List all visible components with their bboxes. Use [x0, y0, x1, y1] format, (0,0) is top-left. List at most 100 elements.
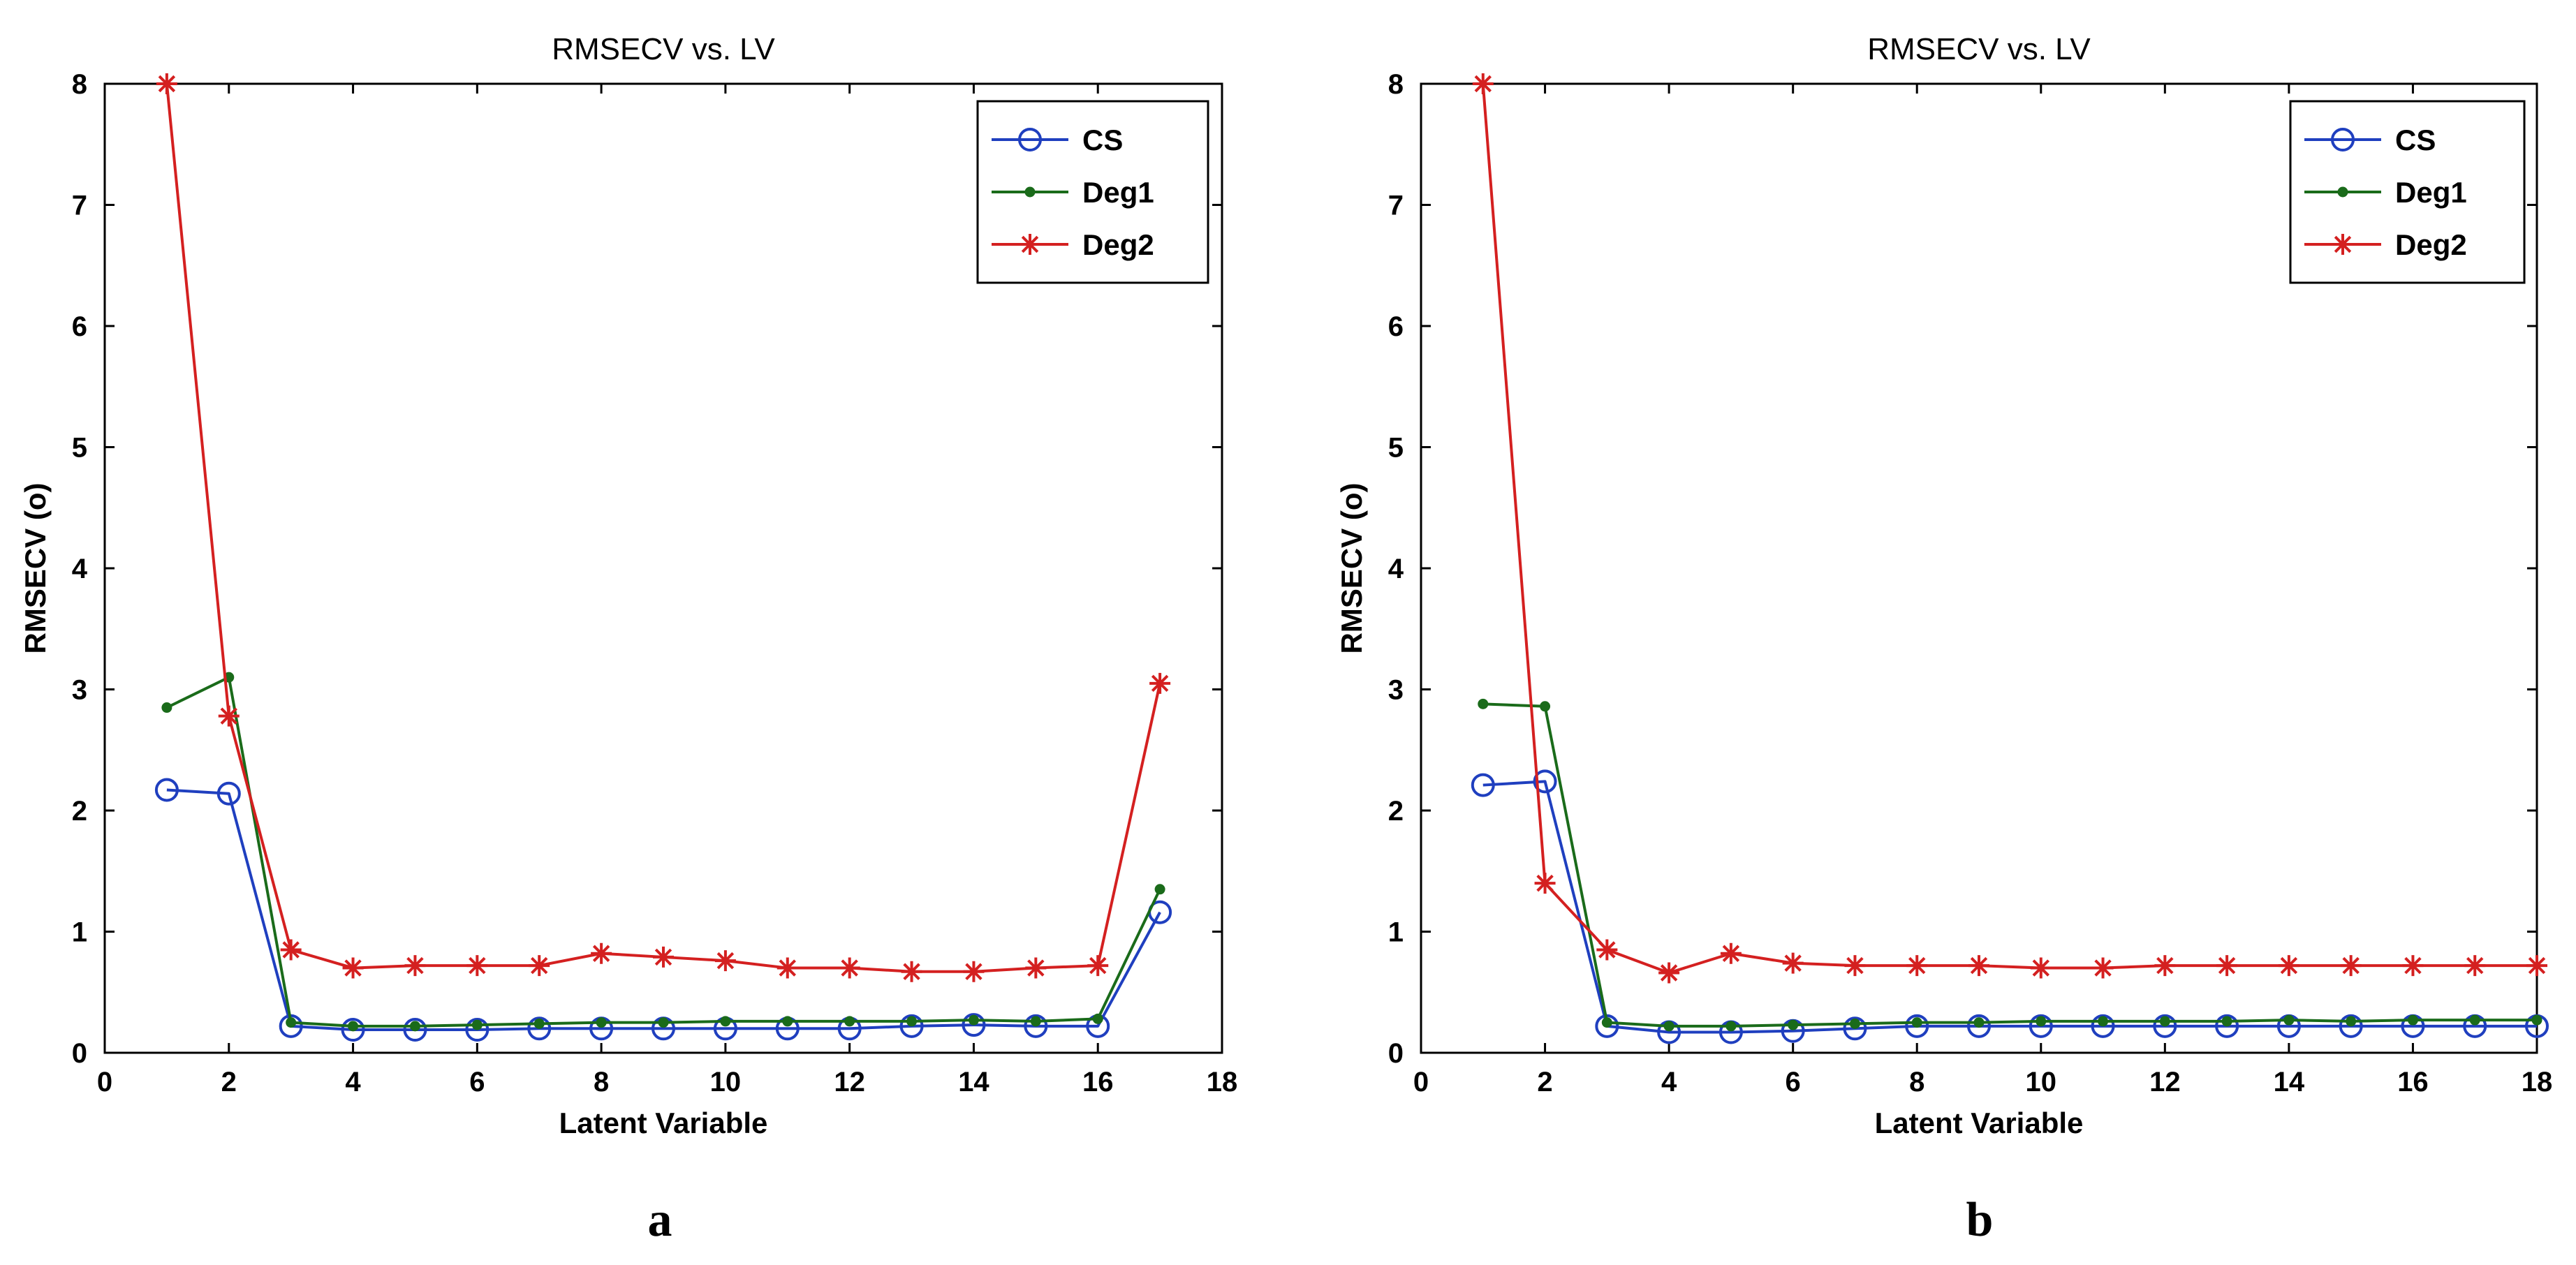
chart-title: RMSECV vs. LV — [1867, 32, 2091, 66]
x-axis-label: Latent Variable — [559, 1107, 768, 1139]
data-point-deg1 — [533, 1018, 545, 1029]
data-point-cs — [403, 1018, 427, 1042]
series-line-cs — [166, 788, 1161, 1032]
data-point-deg1 — [1911, 1017, 1922, 1028]
chart-panel-a: RMSECV vs. LV0 2 4 6 8 10 12 14 16 18012345678Lat… — [19, 32, 1237, 1247]
data-point-deg1 — [1788, 1019, 1799, 1030]
data-point-deg2 — [1658, 962, 1680, 984]
data-point-deg2 — [2216, 955, 2238, 977]
data-point-deg2 — [1720, 942, 1742, 964]
data-point-deg2 — [1087, 955, 1109, 977]
chart-panel-b: RMSECV vs. LV0 2 4 6 8 10 12 14 16 18012345678Lat… — [1335, 32, 2552, 1247]
x-tick-label: 14 — [2274, 1067, 2305, 1097]
y-tick-label: 2 — [72, 796, 87, 827]
data-point-deg1 — [720, 1016, 731, 1027]
data-point-deg2 — [2340, 955, 2362, 977]
data-point-deg1 — [286, 1017, 297, 1028]
y-tick-label: 7 — [1388, 191, 1404, 221]
y-axis-label: RMSECV (o) — [19, 483, 52, 654]
data-point-cs — [1967, 1014, 1991, 1038]
data-point-deg2 — [529, 955, 550, 977]
data-point-deg2 — [1472, 73, 1494, 94]
data-point-deg2 — [1596, 939, 1618, 961]
legend-marker — [1024, 186, 1036, 198]
legend: CS Deg1 Deg2 — [2289, 100, 2526, 284]
data-point-deg1 — [1725, 1021, 1737, 1032]
data-point-deg1 — [471, 1019, 483, 1030]
data-point-cs — [465, 1018, 490, 1042]
legend-marker — [2332, 234, 2353, 255]
data-point-deg1 — [2469, 1014, 2480, 1026]
x-tick-label: 16 — [2397, 1067, 2429, 1097]
data-point-deg2 — [653, 946, 674, 968]
panel-label: a — [648, 1193, 672, 1247]
data-point-cs — [527, 1016, 552, 1041]
legend-label: Deg2 — [2395, 228, 2467, 261]
y-tick-label: 3 — [1388, 675, 1404, 706]
y-tick-label: 3 — [72, 675, 87, 706]
data-point-deg1 — [2221, 1016, 2232, 1027]
data-point-deg1 — [906, 1016, 918, 1027]
data-point-cs — [1843, 1016, 1867, 1041]
data-point-cs — [2091, 1014, 2115, 1038]
series-deg2 — [1472, 73, 2547, 984]
data-point-deg2 — [1844, 955, 1866, 977]
data-point-deg2 — [280, 939, 302, 961]
x-tick-label: 14 — [958, 1067, 989, 1097]
legend-marker — [2331, 128, 2355, 151]
data-point-deg1 — [1154, 884, 1165, 895]
legend-marker — [1020, 234, 1040, 255]
y-tick-label: 5 — [1388, 433, 1404, 464]
data-point-deg1 — [596, 1017, 607, 1028]
data-point-deg2 — [777, 957, 798, 979]
x-tick-label: 12 — [834, 1067, 865, 1097]
data-point-deg1 — [161, 702, 172, 713]
legend-label: Deg1 — [1082, 176, 1154, 209]
x-tick-label: 2 — [221, 1067, 237, 1097]
legend: CS Deg1 Deg2 — [976, 100, 1209, 284]
data-point-deg2 — [839, 957, 860, 979]
data-point-deg2 — [1534, 873, 1556, 894]
data-point-cs — [1533, 769, 1557, 794]
x-tick-label: 4 — [345, 1067, 361, 1097]
data-point-cs — [1024, 1014, 1048, 1038]
x-tick-label: 10 — [710, 1067, 742, 1097]
data-point-deg1 — [2346, 1016, 2357, 1027]
data-point-deg2 — [466, 955, 488, 977]
data-point-cs — [1471, 773, 1495, 797]
x-axis-label: Latent Variable — [1875, 1107, 2084, 1139]
legend-label: Deg1 — [2395, 176, 2467, 209]
y-tick-label: 4 — [72, 554, 88, 584]
y-axis-label: RMSECV (o) — [1335, 483, 1368, 654]
data-point-deg1 — [1030, 1016, 1041, 1027]
data-point-deg2 — [2464, 955, 2486, 977]
legend-label: Deg2 — [1082, 228, 1154, 261]
x-tick-label: 16 — [1082, 1067, 1114, 1097]
x-tick-label: 10 — [2026, 1067, 2057, 1097]
data-point-deg1 — [2283, 1014, 2295, 1026]
legend-label: CS — [1082, 124, 1123, 156]
data-point-deg1 — [1478, 698, 1489, 709]
x-tick-label: 6 — [1786, 1067, 1801, 1097]
data-point-deg2 — [714, 950, 736, 972]
y-tick-label: 0 — [72, 1038, 87, 1069]
data-point-deg2 — [342, 957, 364, 979]
data-point-deg2 — [1149, 672, 1171, 694]
data-point-deg1 — [2036, 1016, 2047, 1027]
data-point-cs — [154, 778, 179, 802]
data-point-cs — [341, 1018, 365, 1042]
data-point-deg2 — [156, 73, 177, 94]
series-deg1 — [1478, 698, 2542, 1032]
y-tick-label: 8 — [1388, 69, 1404, 100]
data-point-cs — [2215, 1014, 2239, 1038]
data-point-deg2 — [1968, 955, 1989, 977]
data-point-deg1 — [1540, 701, 1551, 712]
data-point-deg1 — [968, 1014, 979, 1026]
data-point-deg1 — [409, 1021, 420, 1032]
data-point-deg2 — [2402, 955, 2424, 977]
y-tick-label: 7 — [72, 191, 87, 221]
y-tick-label: 8 — [72, 69, 87, 100]
series-line-deg1 — [1482, 702, 2537, 1028]
data-point-cs — [2029, 1014, 2053, 1038]
y-tick-label: 2 — [1388, 796, 1404, 827]
